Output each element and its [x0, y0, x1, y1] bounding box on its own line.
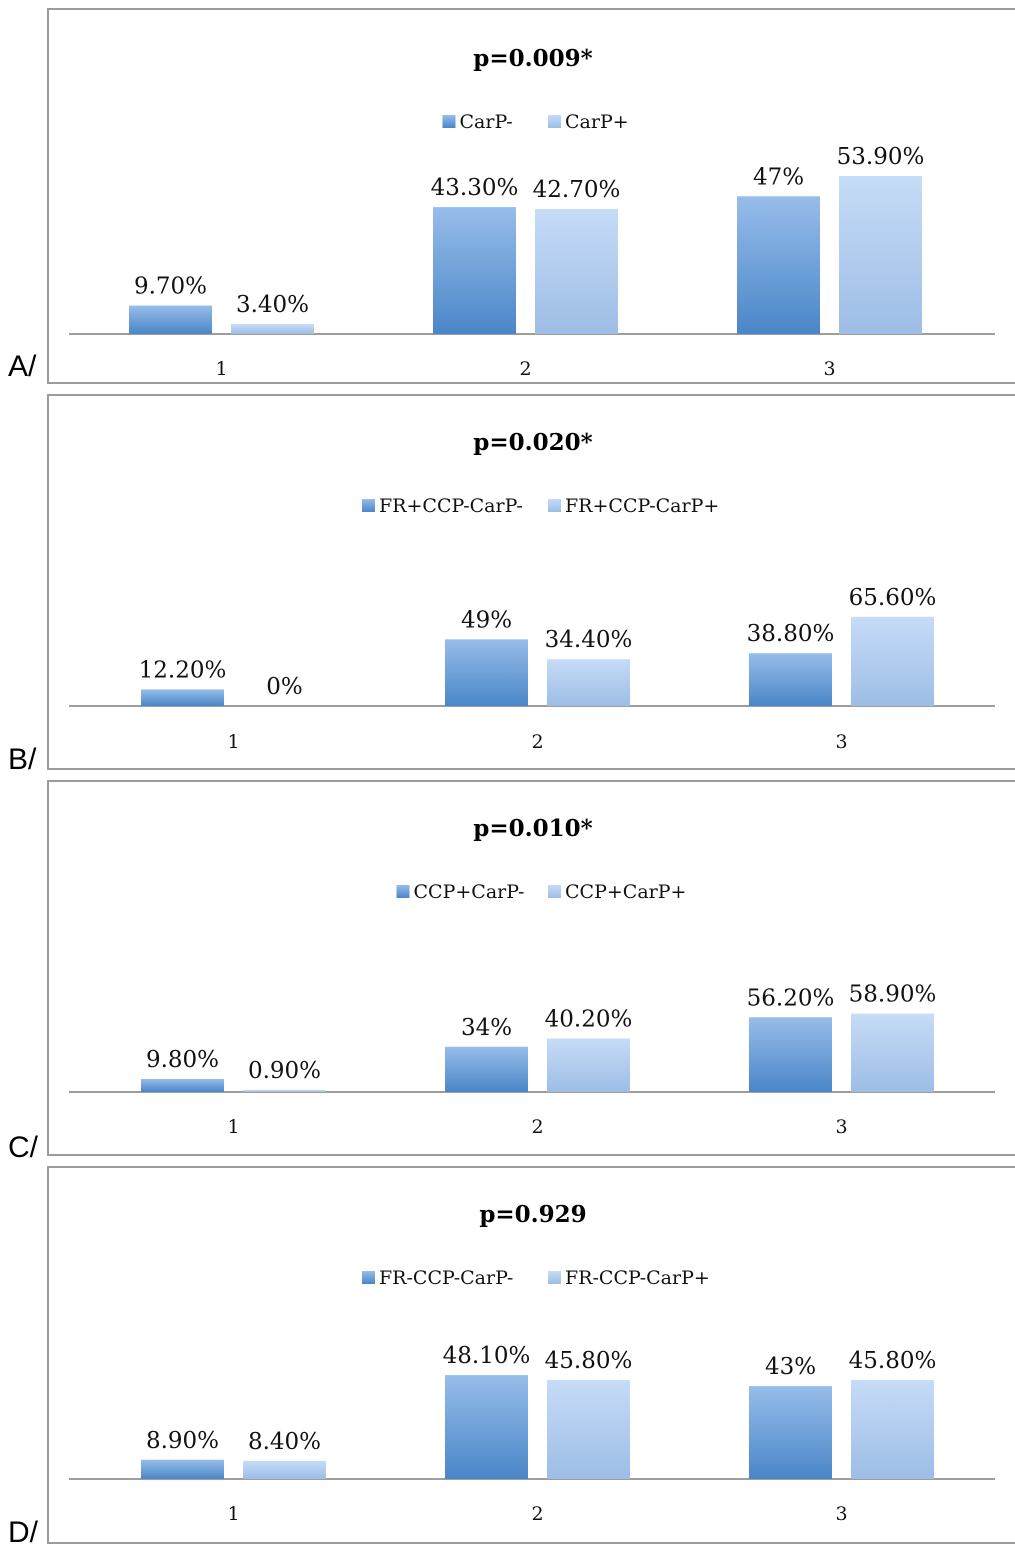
- legend: FR-CCP-CarP- FR-CCP-CarP+: [362, 1267, 710, 1289]
- legend-swatch: [396, 885, 410, 898]
- bar-series2-cat3: [851, 1380, 934, 1479]
- data-label: 48.10%: [443, 1343, 531, 1369]
- x-tick-label: 3: [835, 731, 847, 753]
- panel-label: C/: [8, 1131, 38, 1164]
- chart-title: p=0.009*: [473, 45, 592, 72]
- x-tick-label: 2: [519, 358, 531, 380]
- chart-panel-4: p=0.929 FR-CCP-CarP- FR-CCP-CarP+ 8.90% 8.40…: [47, 1166, 1015, 1544]
- legend: CarP- CarP+: [442, 111, 629, 133]
- x-tick-label: 2: [531, 1116, 543, 1138]
- bar-series2-cat2: [547, 1038, 630, 1092]
- data-label: 34.40%: [545, 627, 633, 653]
- data-label: 47%: [753, 164, 804, 190]
- legend: FR+CCP-CarP- FR+CCP-CarP+: [362, 495, 719, 517]
- legend-swatch: [548, 115, 561, 128]
- data-label: 12.20%: [139, 657, 227, 683]
- bar-series1-cat3: [749, 653, 832, 706]
- bar-series2-cat1: [243, 1460, 326, 1479]
- bar-series1-cat3: [749, 1386, 832, 1479]
- x-tick-label: 1: [227, 1116, 239, 1138]
- x-tick-label: 3: [835, 1503, 847, 1525]
- data-label: 40.20%: [545, 1007, 633, 1033]
- x-tick-label: 2: [531, 1503, 543, 1525]
- bar-chart: p=0.020* FR+CCP-CarP- FR+CCP-CarP+ 12.20% 0%…: [69, 429, 995, 753]
- legend-entry: CCP+CarP+: [565, 881, 686, 903]
- data-label: 38.80%: [747, 621, 835, 647]
- legend-swatch: [548, 499, 561, 512]
- legend-entry: CarP-: [460, 111, 513, 133]
- data-label: 58.90%: [849, 982, 937, 1008]
- legend-swatch: [548, 885, 561, 898]
- bar-chart: p=0.929 FR-CCP-CarP- FR-CCP-CarP+ 8.90% 8.40…: [69, 1201, 995, 1525]
- bar-series1-cat3: [749, 1017, 832, 1092]
- legend-swatch: [362, 499, 375, 512]
- bar-series2-cat2: [535, 208, 618, 334]
- legend-entry: CarP+: [565, 111, 629, 133]
- data-label: 34%: [461, 1015, 512, 1041]
- bar-series1-cat3: [737, 196, 820, 334]
- bar-series1-cat1: [129, 305, 212, 334]
- data-label: 49%: [461, 607, 512, 633]
- legend: CCP+CarP- CCP+CarP+: [396, 881, 686, 903]
- legend-entry: FR-CCP-CarP+: [565, 1267, 710, 1289]
- data-label: 9.80%: [146, 1047, 219, 1073]
- data-label: 42.70%: [533, 177, 621, 203]
- bar-series2-cat3: [851, 1013, 934, 1092]
- data-label: 43.30%: [431, 175, 519, 201]
- chart-title: p=0.020*: [473, 429, 592, 456]
- data-label: 8.90%: [146, 1428, 219, 1454]
- data-label: 0%: [266, 674, 303, 700]
- legend-swatch: [362, 1271, 375, 1284]
- bar-series2-cat3: [851, 616, 934, 706]
- bar-series1-cat2: [433, 207, 516, 334]
- data-label: 53.90%: [837, 144, 925, 170]
- bar-series2-cat1: [231, 324, 314, 334]
- x-tick-label: 1: [215, 358, 227, 380]
- bar-chart: p=0.010* CCP+CarP- CCP+CarP+ 9.80% 0.90% 1 34%…: [69, 815, 995, 1138]
- bar-series2-cat1: [243, 1090, 326, 1092]
- data-label: 3.40%: [236, 292, 309, 318]
- x-tick-label: 1: [227, 731, 239, 753]
- bar-series1-cat2: [445, 639, 528, 706]
- chart-title: p=0.010*: [473, 815, 592, 842]
- legend-swatch: [548, 1271, 561, 1284]
- bar-series1-cat2: [445, 1046, 528, 1092]
- data-label: 56.20%: [747, 985, 835, 1011]
- bar-series1-cat1: [141, 689, 224, 706]
- bar-series2-cat3: [839, 176, 922, 334]
- chart-panel-2: p=0.020* FR+CCP-CarP- FR+CCP-CarP+ 12.20% 0%…: [47, 394, 1015, 770]
- bar-series1-cat1: [141, 1078, 224, 1092]
- data-label: 9.70%: [134, 274, 207, 300]
- x-tick-label: 3: [823, 358, 835, 380]
- legend-swatch: [442, 115, 456, 128]
- bar-series1-cat2: [445, 1375, 528, 1479]
- chart-panel-3: p=0.010* CCP+CarP- CCP+CarP+ 9.80% 0.90% 1 34%…: [47, 780, 1015, 1156]
- data-label: 65.60%: [849, 585, 937, 611]
- legend-entry: FR+CCP-CarP+: [565, 495, 719, 517]
- data-label: 0.90%: [248, 1058, 321, 1084]
- legend-entry: CCP+CarP-: [414, 881, 525, 903]
- bar-series2-cat2: [547, 659, 630, 706]
- bar-chart: p=0.009* CarP- CarP+ 9.70% 3.40% 1 43.30% 42.70…: [69, 45, 995, 380]
- data-label: 45.80%: [849, 1348, 937, 1374]
- data-label: 8.40%: [248, 1429, 321, 1455]
- legend-entry: FR-CCP-CarP-: [379, 1267, 513, 1289]
- x-tick-label: 2: [531, 731, 543, 753]
- chart-panel-1: p=0.009* CarP- CarP+ 9.70% 3.40% 1 43.30% 42.70…: [47, 8, 1015, 384]
- x-tick-label: 1: [227, 1503, 239, 1525]
- data-label: 43%: [765, 1354, 816, 1380]
- chart-title: p=0.929: [479, 1201, 586, 1228]
- data-label: 45.80%: [545, 1348, 633, 1374]
- bar-series1-cat1: [141, 1459, 224, 1479]
- panel-label: B/: [8, 743, 37, 776]
- bar-series2-cat2: [547, 1380, 630, 1479]
- legend-entry: FR+CCP-CarP-: [379, 495, 523, 517]
- panel-label: D/: [8, 1516, 38, 1549]
- x-tick-label: 3: [835, 1116, 847, 1138]
- panel-label: A/: [8, 350, 37, 383]
